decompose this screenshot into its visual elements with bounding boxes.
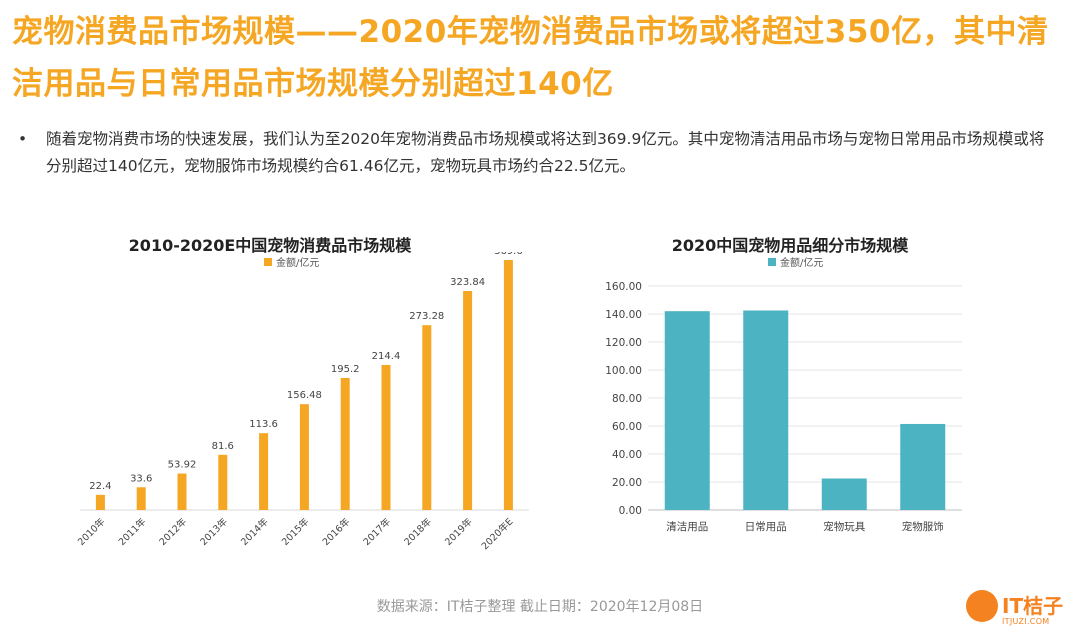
data-label: 53.92 bbox=[168, 460, 197, 471]
logo-sub: ITJUZI.COM bbox=[1002, 617, 1050, 626]
data-source-note: 数据来源：IT桔子整理 截止日期：2020年12月08日 bbox=[376, 599, 704, 615]
legend-swatch bbox=[768, 258, 776, 266]
right-chart-title: 2020中国宠物用品细分市场规模 bbox=[671, 236, 909, 255]
x-tick-label: 日常用品 bbox=[745, 520, 787, 533]
bar-日常用品 bbox=[743, 310, 789, 510]
x-tick-label: 2015年 bbox=[279, 515, 312, 548]
x-tick-label: 2018年 bbox=[402, 515, 435, 548]
bar-2014年 bbox=[259, 433, 269, 510]
x-tick-label: 清洁用品 bbox=[666, 520, 708, 533]
bar-清洁用品 bbox=[664, 311, 710, 510]
page-title: 宠物消费品市场规模——2020年宠物消费品市场或将超过350亿，其中清洁用品与日… bbox=[12, 14, 1049, 102]
bar-2010年 bbox=[95, 494, 105, 510]
y-tick-label: 100.00 bbox=[605, 365, 642, 377]
x-tick-label: 宠物玩具 bbox=[823, 520, 865, 533]
bar-2018年 bbox=[422, 325, 432, 510]
bar-2020年E bbox=[503, 260, 513, 510]
bar-2017年 bbox=[381, 364, 391, 510]
summary-text: 随着宠物消费市场的快速发展，我们认为至2020年宠物消费品市场规模或将达到369… bbox=[46, 130, 1045, 175]
y-tick-label: 40.00 bbox=[612, 449, 642, 461]
x-tick-label: 2019年 bbox=[442, 515, 475, 548]
data-label: 195.2 bbox=[331, 364, 360, 375]
bar-宠物玩具 bbox=[821, 478, 867, 510]
left-chart-title: 2010-2020E中国宠物消费品市场规模 bbox=[128, 236, 412, 255]
bar-2012年 bbox=[177, 473, 187, 510]
x-tick-label: 2016年 bbox=[320, 515, 353, 548]
legend-label: 金额/亿元 bbox=[276, 256, 319, 269]
data-label: 369.6 bbox=[494, 252, 523, 257]
legend-swatch bbox=[264, 258, 272, 266]
orange-icon bbox=[966, 590, 998, 622]
data-label: 81.6 bbox=[212, 441, 234, 452]
y-tick-label: 60.00 bbox=[612, 421, 642, 433]
legend-label: 金额/亿元 bbox=[780, 256, 823, 269]
data-label: 33.6 bbox=[130, 473, 152, 484]
bar-宠物服饰 bbox=[900, 423, 946, 510]
y-tick-label: 0.00 bbox=[619, 505, 642, 517]
y-tick-label: 120.00 bbox=[605, 337, 642, 349]
left-bar-chart: 金额/亿元 22.4 2010年 33.6 2011年 53.92 2012年 81.6 201… bbox=[75, 252, 529, 553]
x-tick-label: 2017年 bbox=[361, 515, 394, 548]
data-label: 214.4 bbox=[372, 351, 401, 362]
y-tick-label: 80.00 bbox=[612, 393, 642, 405]
x-tick-label: 2010年 bbox=[75, 515, 108, 548]
y-tick-label: 20.00 bbox=[612, 477, 642, 489]
right-bar-chart: 金额/亿元 0.00 20.00 40.00 60.00 80.00 100.00 120.0… bbox=[605, 256, 962, 533]
x-tick-label: 2012年 bbox=[157, 515, 190, 548]
bar-2013年 bbox=[218, 454, 228, 510]
bullet-mark: • bbox=[18, 130, 28, 148]
bar-2016年 bbox=[340, 377, 350, 510]
data-label: 273.28 bbox=[409, 311, 444, 322]
data-label: 156.48 bbox=[287, 390, 322, 401]
x-tick-label: 2020年E bbox=[479, 516, 516, 553]
x-tick-label: 2011年 bbox=[116, 515, 149, 548]
y-tick-label: 140.00 bbox=[605, 309, 642, 321]
brand-logo: IT桔子 ITJUZI.COM bbox=[962, 584, 1074, 632]
bar-2019年 bbox=[463, 290, 473, 510]
data-label: 113.6 bbox=[249, 419, 278, 430]
bar-2011年 bbox=[136, 487, 146, 510]
x-tick-label: 宠物服饰 bbox=[902, 520, 944, 533]
data-label: 323.84 bbox=[450, 277, 485, 288]
y-tick-label: 160.00 bbox=[605, 281, 642, 293]
x-tick-label: 2014年 bbox=[238, 515, 271, 548]
logo-name: IT桔子 bbox=[1002, 594, 1064, 618]
data-label: 22.4 bbox=[89, 481, 111, 492]
x-tick-label: 2013年 bbox=[198, 515, 231, 548]
bar-2015年 bbox=[299, 404, 309, 510]
